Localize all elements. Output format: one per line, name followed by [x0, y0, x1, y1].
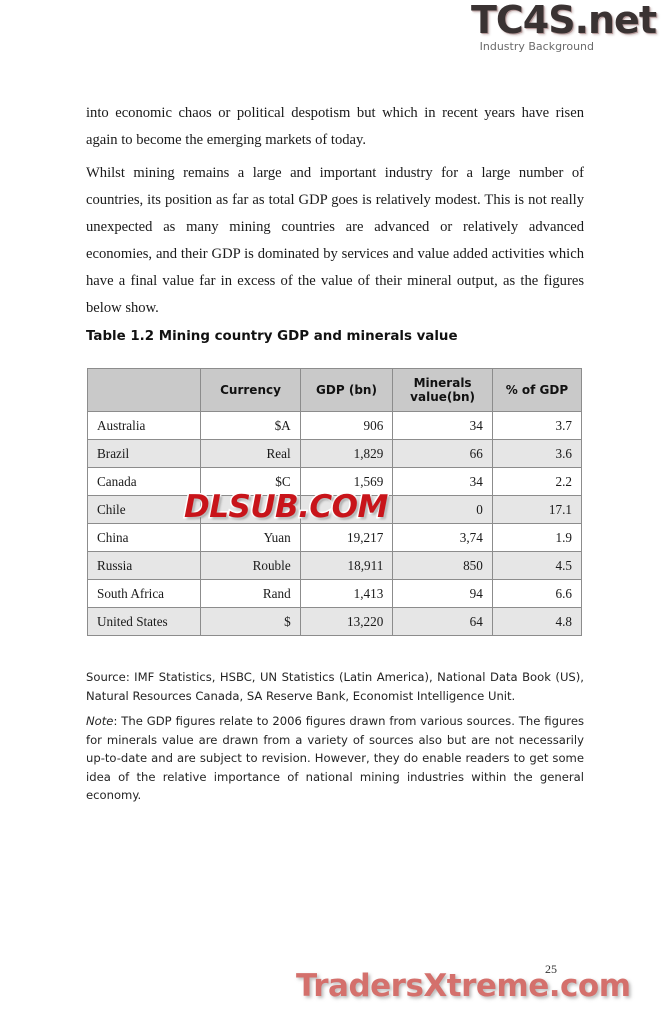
cell-country: China: [86, 523, 202, 552]
note-text: Note: The GDP figures relate to 2006 fig…: [86, 712, 584, 805]
cell-pct: 4.8: [491, 607, 583, 636]
column-header-minerals: Minerals value(bn): [392, 368, 493, 412]
column-header-pct-gdp: % of GDP: [491, 368, 583, 412]
body-paragraph-2: Whilst mining remains a large and import…: [86, 165, 584, 316]
page-number: 25: [545, 962, 557, 976]
section-label: Industry Background: [479, 40, 594, 53]
cell-country: Canada: [86, 467, 202, 496]
note-label: Note: [86, 714, 114, 728]
cell-gdp: 1,569: [299, 467, 394, 496]
cell-gdp: 8: [299, 495, 394, 524]
table-row: United States $ 13,220 64 4.8: [86, 607, 583, 636]
cell-minerals: 64: [392, 607, 493, 636]
cell-minerals: 94: [392, 579, 493, 608]
cell-minerals: 850: [392, 551, 493, 580]
table-row: South Africa Rand 1,413 94 6.6: [86, 579, 583, 608]
mining-gdp-table: Currency GDP (bn) Minerals value(bn) % o…: [86, 368, 583, 636]
header-logo: TC4S.net Industry Background: [430, 0, 662, 64]
cell-pct: 1.9: [491, 523, 583, 552]
cell-gdp: 906: [299, 411, 394, 440]
cell-country: United States: [86, 607, 202, 636]
table-row: Russia Rouble 18,911 850 4.5: [86, 551, 583, 580]
cell-country: South Africa: [86, 579, 202, 608]
column-header-country: [86, 368, 202, 412]
cell-gdp: 13,220: [299, 607, 394, 636]
cell-gdp: 1,413: [299, 579, 394, 608]
cell-minerals: 3,74: [392, 523, 493, 552]
table-header-row: Currency GDP (bn) Minerals value(bn) % o…: [86, 368, 583, 412]
column-header-currency: Currency: [200, 368, 301, 412]
table-container: Currency GDP (bn) Minerals value(bn) % o…: [86, 368, 583, 636]
table-header: Currency GDP (bn) Minerals value(bn) % o…: [86, 368, 583, 412]
dlsub-watermark: DLSUB.COM: [183, 488, 390, 527]
cell-pct: 2.2: [491, 467, 583, 496]
source-text: Source: IMF Statistics, HSBC, UN Statist…: [86, 670, 584, 703]
table-body: Australia $A 906 34 3.7 Brazil Real 1,82…: [86, 411, 583, 636]
table-row: Chile 8 0 17.1: [86, 495, 583, 524]
body-paragraph-1: into economic chaos or political despoti…: [86, 105, 584, 148]
cell-minerals: 34: [392, 467, 493, 496]
cell-gdp: 18,911: [299, 551, 394, 580]
cell-gdp: 19,217: [299, 523, 394, 552]
cell-minerals: 0: [392, 495, 493, 524]
cell-pct: 4.5: [491, 551, 583, 580]
table-row: Brazil Real 1,829 66 3.6: [86, 439, 583, 468]
column-header-gdp: GDP (bn): [299, 368, 394, 412]
cell-currency: $A: [200, 411, 301, 440]
cell-country: Australia: [86, 411, 202, 440]
cell-currency: Yuan: [200, 523, 301, 552]
note-body: : The GDP figures relate to 2006 figures…: [86, 714, 584, 802]
cell-pct: 3.6: [491, 439, 583, 468]
tradersxtreme-watermark: TradersXtreme.com: [295, 967, 633, 1006]
table-row: Canada $C 1,569 34 2.2: [86, 467, 583, 496]
cell-pct: 17.1: [491, 495, 583, 524]
cell-country: Brazil: [86, 439, 202, 468]
table-caption: Table 1.2 Mining country GDP and mineral…: [86, 329, 458, 344]
cell-pct: 3.7: [491, 411, 583, 440]
cell-pct: 6.6: [491, 579, 583, 608]
cell-currency: Rouble: [200, 551, 301, 580]
cell-currency: [200, 495, 301, 524]
tc4s-logo-text: TC4S.net: [470, 0, 657, 42]
table-row: Australia $A 906 34 3.7: [86, 411, 583, 440]
cell-currency: Real: [200, 439, 301, 468]
table-row: China Yuan 19,217 3,74 1.9: [86, 523, 583, 552]
cell-currency: $: [200, 607, 301, 636]
cell-country: Chile: [86, 495, 202, 524]
cell-currency: Rand: [200, 579, 301, 608]
cell-country: Russia: [86, 551, 202, 580]
cell-minerals: 66: [392, 439, 493, 468]
cell-gdp: 1,829: [299, 439, 394, 468]
cell-minerals: 34: [392, 411, 493, 440]
